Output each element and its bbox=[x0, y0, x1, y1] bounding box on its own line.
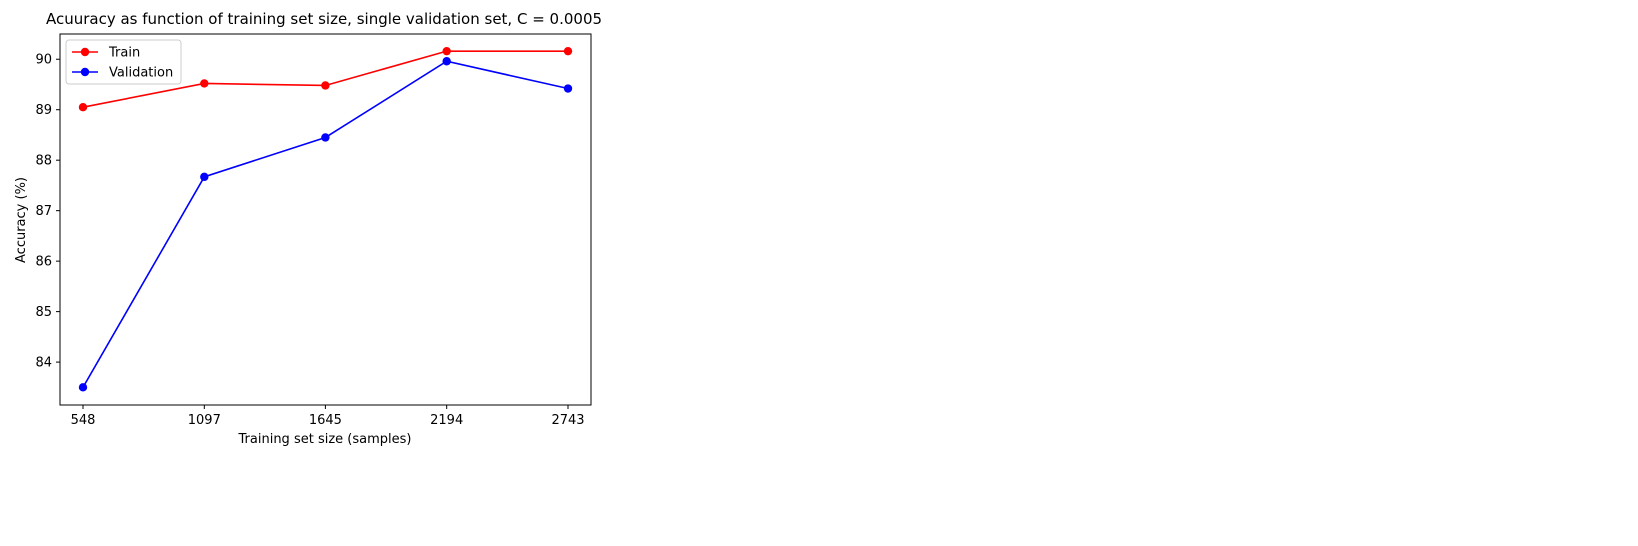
y-tick-label: 88 bbox=[35, 154, 52, 169]
y-tick-label: 86 bbox=[35, 255, 52, 270]
legend-train-label: Train bbox=[108, 46, 140, 61]
x-tick-label: 2194 bbox=[430, 413, 463, 428]
x-tick-label: 1097 bbox=[188, 413, 221, 428]
plot-area bbox=[59, 33, 592, 406]
y-axis-ticks: 84 85 86 87 88 89 90 bbox=[35, 53, 60, 371]
validation-point bbox=[563, 84, 573, 93]
train-point bbox=[563, 46, 573, 56]
legend-train-marker bbox=[80, 47, 90, 57]
legend-validation-marker bbox=[80, 67, 90, 77]
validation-point bbox=[442, 57, 451, 66]
chart-title: Acuuracy as function of training set siz… bbox=[46, 10, 602, 28]
train-point bbox=[200, 79, 209, 88]
train-point bbox=[78, 102, 88, 112]
y-axis-label: Accuracy (%) bbox=[14, 177, 29, 263]
validation-point bbox=[321, 133, 330, 142]
y-tick-label: 85 bbox=[35, 305, 52, 320]
y-tick-label: 84 bbox=[35, 356, 52, 371]
legend: Train Validation bbox=[65, 39, 182, 85]
y-tick-label: 87 bbox=[35, 204, 52, 219]
series-layer bbox=[78, 46, 573, 392]
y-tick-label: 90 bbox=[35, 53, 52, 68]
x-tick-label: 548 bbox=[71, 413, 96, 428]
x-axis-label: Training set size (samples) bbox=[238, 432, 412, 447]
legend-validation-label: Validation bbox=[109, 66, 173, 81]
validation-point bbox=[200, 172, 209, 182]
legend-box bbox=[65, 39, 182, 85]
y-tick-label: 89 bbox=[35, 103, 52, 118]
train-point bbox=[442, 46, 451, 56]
validation-point bbox=[78, 383, 88, 392]
train-point bbox=[321, 81, 330, 90]
x-tick-label: 1645 bbox=[309, 413, 342, 428]
x-tick-label: 2743 bbox=[551, 413, 584, 428]
x-axis-ticks: 548 1097 1645 2194 2743 bbox=[71, 405, 585, 428]
